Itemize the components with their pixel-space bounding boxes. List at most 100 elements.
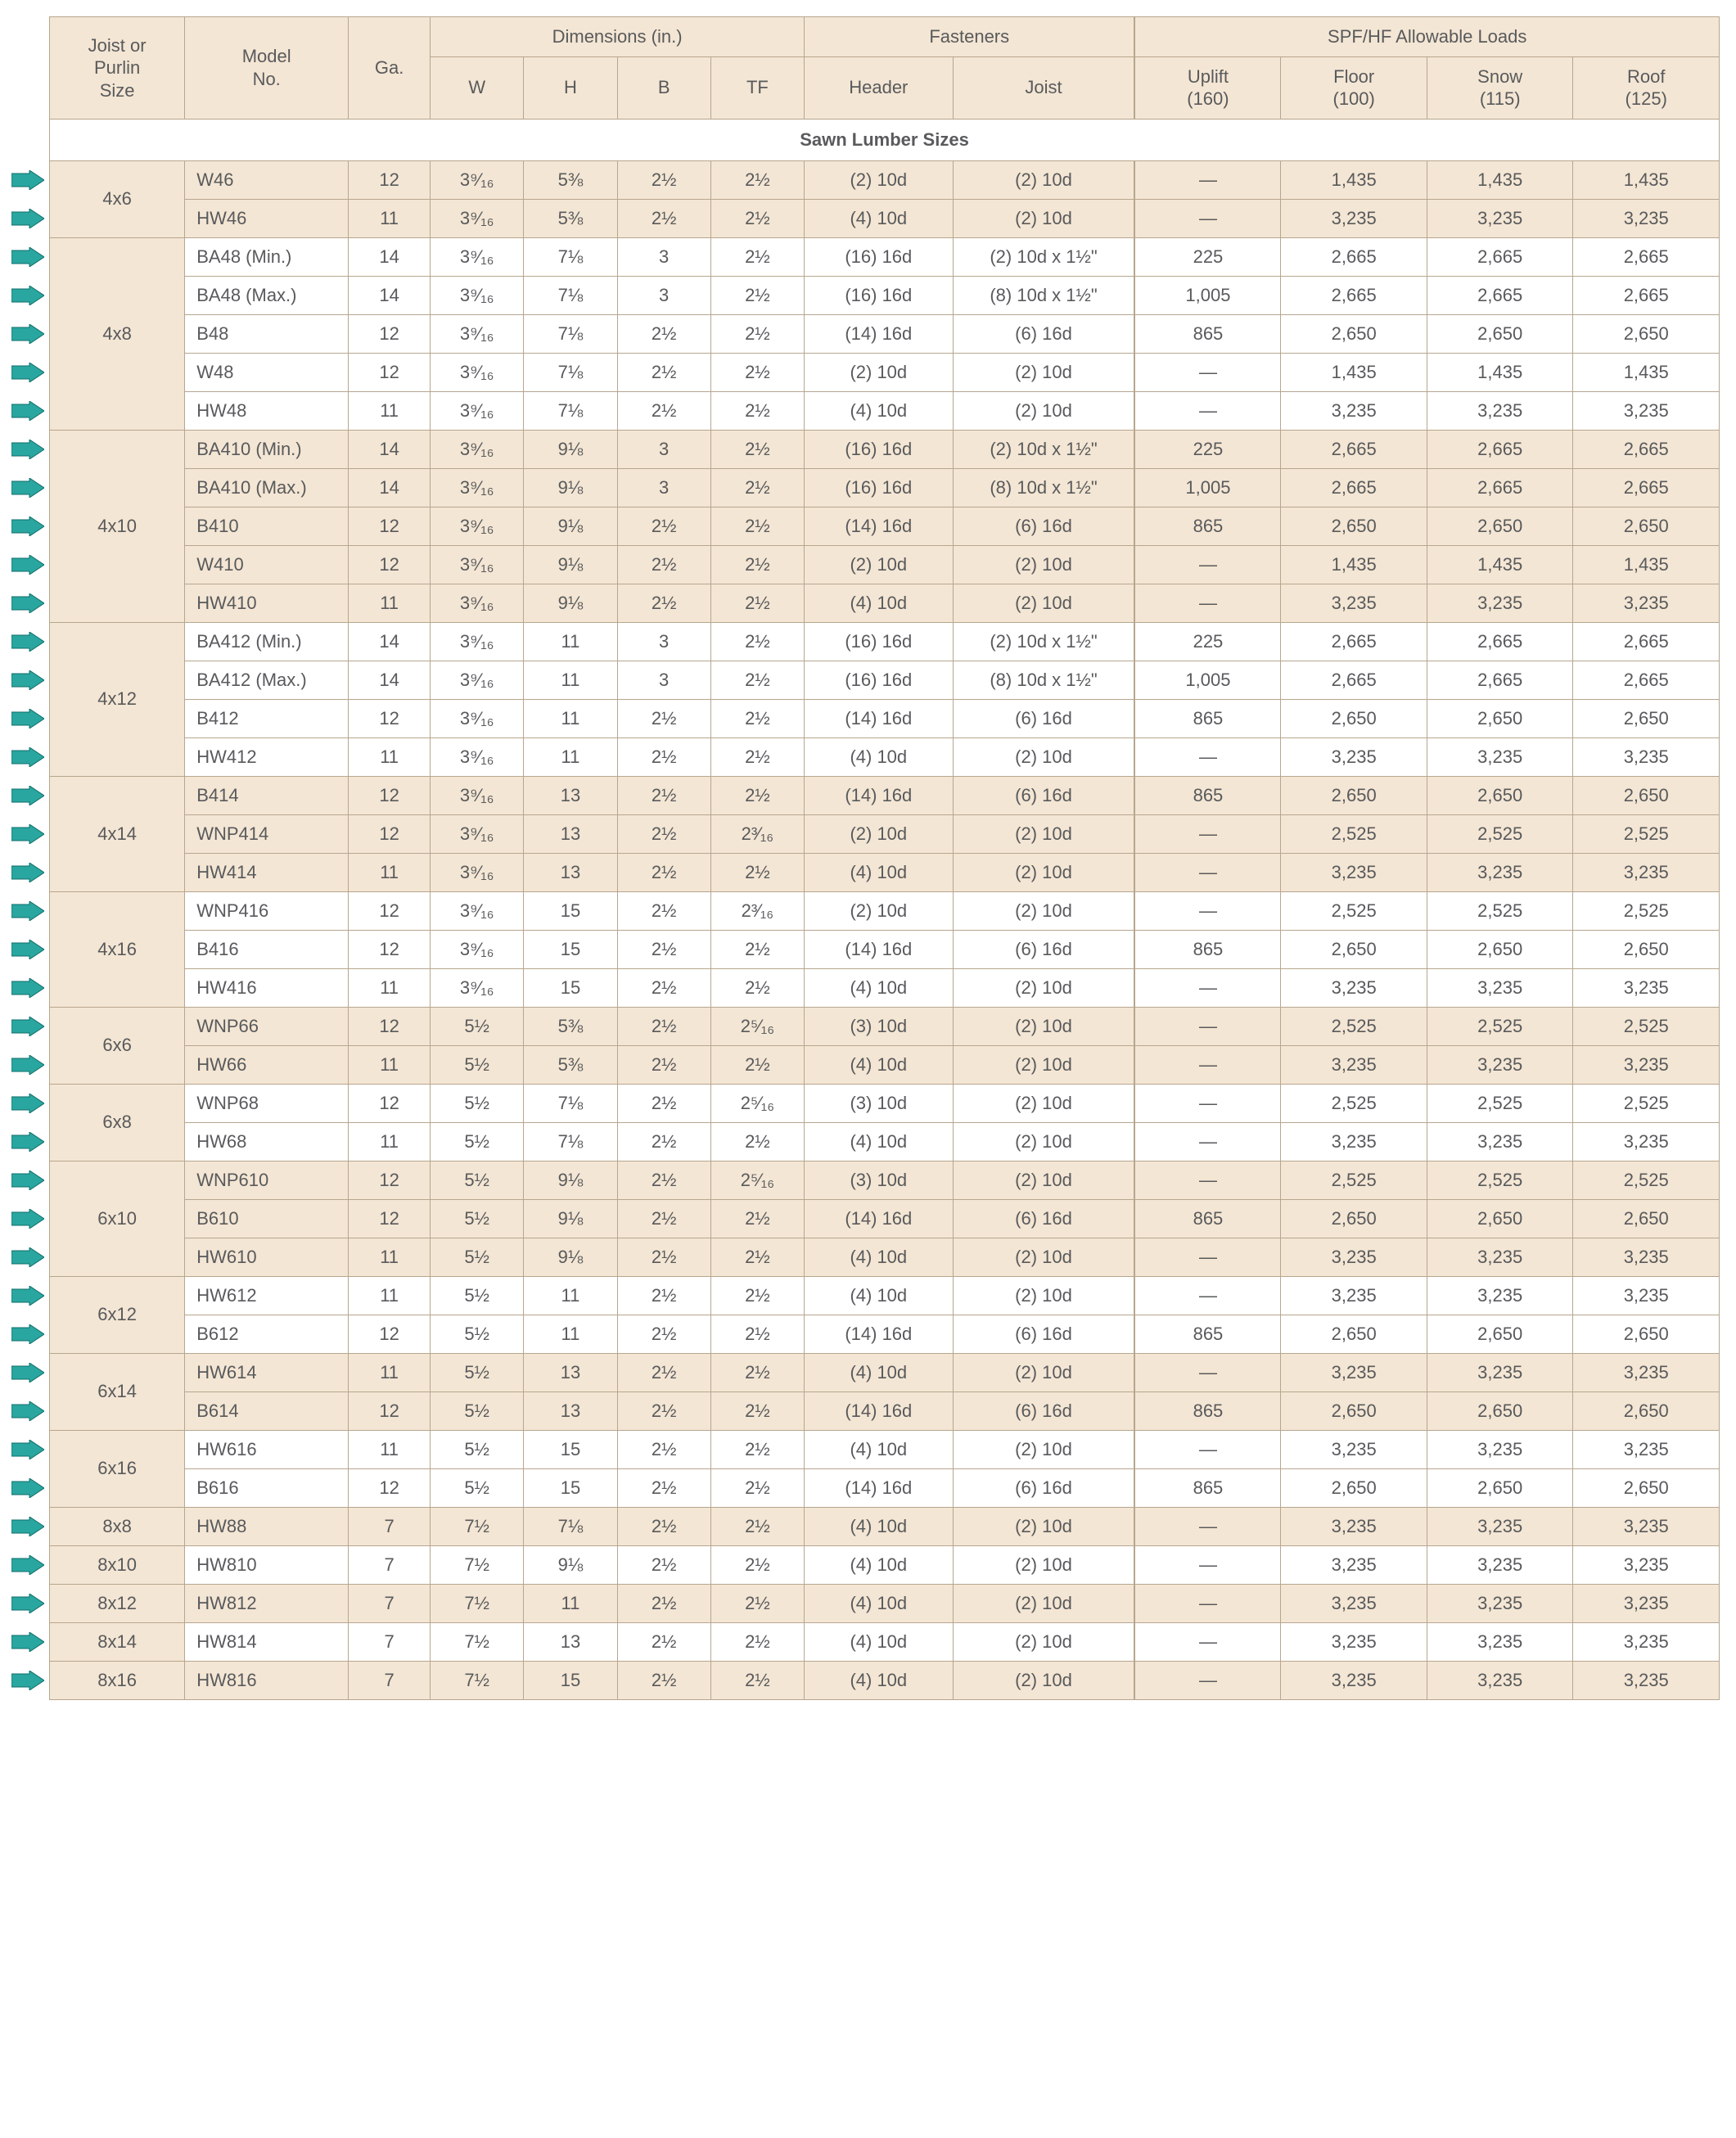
cell-snow: 2,650 xyxy=(1427,1468,1573,1507)
cell-TF: 2½ xyxy=(710,1392,804,1430)
table-row: W48123⁹⁄₁₆7⅛2½2½(2) 10d(2) 10d—1,4351,43… xyxy=(50,353,1720,391)
size-cell: 6x8 xyxy=(50,1084,185,1161)
cell-floor: 3,235 xyxy=(1281,1276,1427,1315)
cell-snow: 3,235 xyxy=(1427,968,1573,1007)
cell-hf: (4) 10d xyxy=(805,1622,954,1661)
cell-model: HW414 xyxy=(185,853,349,891)
cell-B: 2½ xyxy=(617,930,710,968)
cell-TF: 2½ xyxy=(710,622,804,661)
cell-uplift: 865 xyxy=(1134,507,1281,545)
cell-snow: 2,650 xyxy=(1427,314,1573,353)
cell-roof: 3,235 xyxy=(1573,1122,1720,1161)
cell-ga: 12 xyxy=(349,1315,431,1353)
cell-jf: (2) 10d xyxy=(953,891,1134,930)
cell-snow: 2,665 xyxy=(1427,237,1573,276)
cell-hf: (4) 10d xyxy=(805,1545,954,1584)
cell-jf: (2) 10d xyxy=(953,160,1134,199)
cell-W: 3⁹⁄₁₆ xyxy=(431,584,524,622)
cell-ga: 11 xyxy=(349,1276,431,1315)
cell-ga: 12 xyxy=(349,1084,431,1122)
cell-roof: 3,235 xyxy=(1573,1045,1720,1084)
row-arrow-icon xyxy=(11,901,44,921)
cell-hf: (4) 10d xyxy=(805,391,954,430)
row-arrow-icon xyxy=(11,1247,44,1267)
cell-W: 3⁹⁄₁₆ xyxy=(431,237,524,276)
cell-TF: 2½ xyxy=(710,237,804,276)
cell-model: HW612 xyxy=(185,1276,349,1315)
cell-W: 3⁹⁄₁₆ xyxy=(431,545,524,584)
cell-TF: 2½ xyxy=(710,1045,804,1084)
cell-uplift: — xyxy=(1134,1276,1281,1315)
cell-roof: 1,435 xyxy=(1573,353,1720,391)
cell-TF: 2³⁄₁₆ xyxy=(710,814,804,853)
table-row: 6x10WNP610125½9⅛2½2⁵⁄₁₆(3) 10d(2) 10d—2,… xyxy=(50,1161,1720,1199)
cell-TF: 2⁵⁄₁₆ xyxy=(710,1084,804,1122)
cell-B: 2½ xyxy=(617,1353,710,1392)
cell-jf: (8) 10d x 1½" xyxy=(953,276,1134,314)
cell-jf: (2) 10d xyxy=(953,1661,1134,1699)
cell-model: W410 xyxy=(185,545,349,584)
cell-model: HW412 xyxy=(185,737,349,776)
row-arrow-icon xyxy=(11,1094,44,1113)
cell-H: 9⅛ xyxy=(524,468,617,507)
row-arrow-icon xyxy=(11,1594,44,1613)
cell-uplift: 865 xyxy=(1134,930,1281,968)
row-arrow-icon xyxy=(11,1055,44,1075)
cell-W: 5½ xyxy=(431,1199,524,1238)
cell-roof: 2,650 xyxy=(1573,1392,1720,1430)
cell-TF: 2½ xyxy=(710,1661,804,1699)
cell-H: 7⅛ xyxy=(524,276,617,314)
cell-H: 5⅜ xyxy=(524,199,617,237)
hdr-joistcol: Joist xyxy=(953,56,1134,119)
cell-ga: 11 xyxy=(349,1122,431,1161)
cell-ga: 14 xyxy=(349,276,431,314)
cell-jf: (2) 10d xyxy=(953,1353,1134,1392)
cell-roof: 2,650 xyxy=(1573,314,1720,353)
cell-roof: 3,235 xyxy=(1573,1430,1720,1468)
cell-uplift: 865 xyxy=(1134,314,1281,353)
table-row: B416123⁹⁄₁₆152½2½(14) 16d(6) 16d8652,650… xyxy=(50,930,1720,968)
row-arrow-icon xyxy=(11,363,44,382)
cell-TF: 2½ xyxy=(710,160,804,199)
cell-W: 3⁹⁄₁₆ xyxy=(431,160,524,199)
cell-B: 2½ xyxy=(617,1084,710,1122)
cell-model: HW814 xyxy=(185,1622,349,1661)
cell-snow: 3,235 xyxy=(1427,1622,1573,1661)
cell-jf: (2) 10d xyxy=(953,853,1134,891)
cell-roof: 3,235 xyxy=(1573,1507,1720,1545)
row-arrow-icon xyxy=(11,1363,44,1382)
size-cell: 4x8 xyxy=(50,237,185,430)
cell-uplift: 225 xyxy=(1134,430,1281,468)
cell-uplift: — xyxy=(1134,584,1281,622)
cell-snow: 3,235 xyxy=(1427,391,1573,430)
cell-roof: 2,650 xyxy=(1573,1315,1720,1353)
cell-H: 13 xyxy=(524,1392,617,1430)
cell-jf: (2) 10d xyxy=(953,199,1134,237)
size-cell: 6x10 xyxy=(50,1161,185,1276)
table-row: 4x10BA410 (Min.)143⁹⁄₁₆9⅛32½(16) 16d(2) … xyxy=(50,430,1720,468)
cell-floor: 3,235 xyxy=(1281,1622,1427,1661)
cell-jf: (6) 16d xyxy=(953,699,1134,737)
row-arrow-icon xyxy=(11,1209,44,1229)
cell-model: HW610 xyxy=(185,1238,349,1276)
cell-uplift: — xyxy=(1134,391,1281,430)
cell-hf: (2) 10d xyxy=(805,545,954,584)
cell-TF: 2½ xyxy=(710,853,804,891)
cell-H: 15 xyxy=(524,1468,617,1507)
cell-TF: 2½ xyxy=(710,584,804,622)
cell-B: 3 xyxy=(617,468,710,507)
cell-W: 7½ xyxy=(431,1507,524,1545)
cell-snow: 2,650 xyxy=(1427,1199,1573,1238)
cell-model: BA48 (Min.) xyxy=(185,237,349,276)
cell-W: 5½ xyxy=(431,1161,524,1199)
cell-floor: 2,665 xyxy=(1281,661,1427,699)
cell-W: 5½ xyxy=(431,1238,524,1276)
cell-uplift: — xyxy=(1134,1353,1281,1392)
table-row: 4x16WNP416123⁹⁄₁₆152½2³⁄₁₆(2) 10d(2) 10d… xyxy=(50,891,1720,930)
cell-hf: (14) 16d xyxy=(805,699,954,737)
size-cell: 6x16 xyxy=(50,1430,185,1507)
cell-floor: 1,435 xyxy=(1281,160,1427,199)
cell-W: 3⁹⁄₁₆ xyxy=(431,430,524,468)
row-arrow-icon xyxy=(11,978,44,998)
cell-jf: (2) 10d xyxy=(953,814,1134,853)
